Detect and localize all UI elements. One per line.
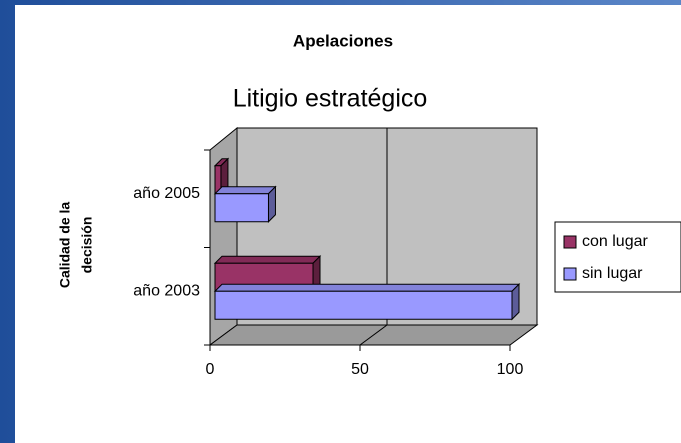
bar-top	[213, 255, 322, 264]
x-tick-label: 100	[497, 361, 524, 378]
bar-top	[213, 186, 277, 195]
bar-top	[213, 283, 521, 292]
y-axis-label-line: decisión	[79, 217, 95, 274]
x-tick-label: 0	[206, 361, 215, 378]
y-tick-label: año 2003	[133, 282, 200, 299]
y-tick-label: año 2005	[133, 185, 200, 202]
chart-title: Apelaciones	[293, 31, 393, 50]
legend-swatch	[563, 235, 577, 249]
bar-front	[214, 193, 269, 223]
grid-line	[359, 324, 388, 346]
legend-label: sin lugar	[582, 265, 643, 282]
bar-side	[511, 283, 520, 321]
bar-front	[214, 290, 513, 320]
x-tick-label: 50	[351, 361, 369, 378]
y-axis-label: Calidad de la decisión	[57, 202, 95, 289]
chart-subtitle: Litigio estratégico	[233, 85, 428, 113]
legend-label: con lugar	[582, 233, 648, 250]
bar	[213, 185, 277, 223]
bar	[213, 157, 230, 195]
bar-side	[267, 185, 276, 223]
y-axis-label-line: Calidad de la	[57, 202, 73, 289]
bar	[213, 283, 521, 321]
legend-swatch	[563, 267, 577, 281]
